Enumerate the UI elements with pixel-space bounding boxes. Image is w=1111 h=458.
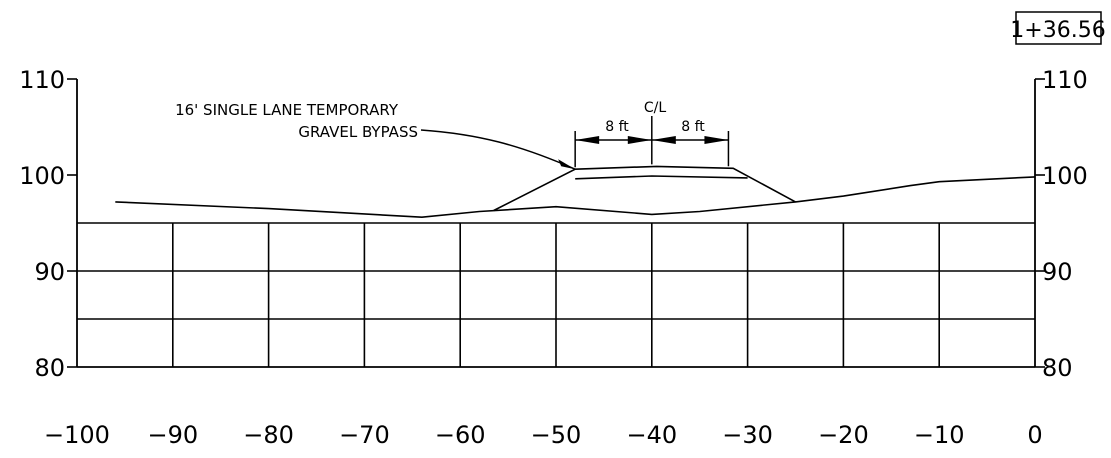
- y-tick-label-right: 100: [1042, 162, 1088, 190]
- x-tick-label: −50: [531, 421, 582, 449]
- y-tick-label-left: 100: [19, 162, 65, 190]
- x-tick-label: −20: [818, 421, 869, 449]
- dimension-right-label: 8 ft: [681, 119, 705, 135]
- x-tick-label: −40: [626, 421, 677, 449]
- grid-lines: [77, 222, 1035, 367]
- callout-leader-arrow: [558, 159, 576, 170]
- x-tick-label: −30: [722, 421, 773, 449]
- y-tick-label-left: 110: [19, 66, 65, 94]
- dimension-arrow-left-start: [575, 136, 600, 144]
- station-label: 1+36.56: [1010, 18, 1105, 43]
- annotations: [420, 116, 730, 170]
- x-tick-label: −10: [914, 421, 965, 449]
- centerline-label: C/L: [644, 100, 666, 116]
- callout-leader-line: [420, 129, 576, 170]
- x-tick-label: −80: [243, 421, 294, 449]
- profile-line-3: [575, 175, 748, 180]
- dimension-arrow-right-start: [651, 136, 676, 144]
- profile-line-1: [115, 176, 1036, 219]
- dimension-arrow-left-end: [627, 136, 652, 144]
- y-tick-labels: 80 80 90 90 100 100 110 110: [19, 66, 1088, 382]
- dimension-left-label: 8 ft: [605, 119, 629, 135]
- callout-line-1: 16' SINGLE LANE TEMPORARY: [175, 101, 399, 119]
- callout-line-2: GRAVEL BYPASS: [298, 123, 418, 141]
- profile-lines: [115, 165, 1036, 219]
- plot-frame: [67, 78, 1045, 368]
- y-tick-label-left: 80: [34, 354, 65, 382]
- y-tick-label-right: 110: [1042, 66, 1088, 94]
- y-tick-label-right: 80: [1042, 354, 1073, 382]
- x-tick-labels: −100 −90 −80 −70 −60 −50 −40 −30 −20 −10 0: [44, 421, 1043, 449]
- dimension-arrow-right-end: [704, 136, 729, 144]
- y-tick-label-left: 90: [34, 258, 65, 286]
- y-tick-label-right: 90: [1042, 258, 1073, 286]
- x-tick-label: 0: [1027, 421, 1042, 449]
- station-box: [1015, 11, 1102, 45]
- profile-line-2: [493, 165, 796, 212]
- x-tick-label: −70: [339, 421, 390, 449]
- x-tick-label: −60: [435, 421, 486, 449]
- x-tick-label: −90: [147, 421, 198, 449]
- x-tick-label: −100: [44, 421, 110, 449]
